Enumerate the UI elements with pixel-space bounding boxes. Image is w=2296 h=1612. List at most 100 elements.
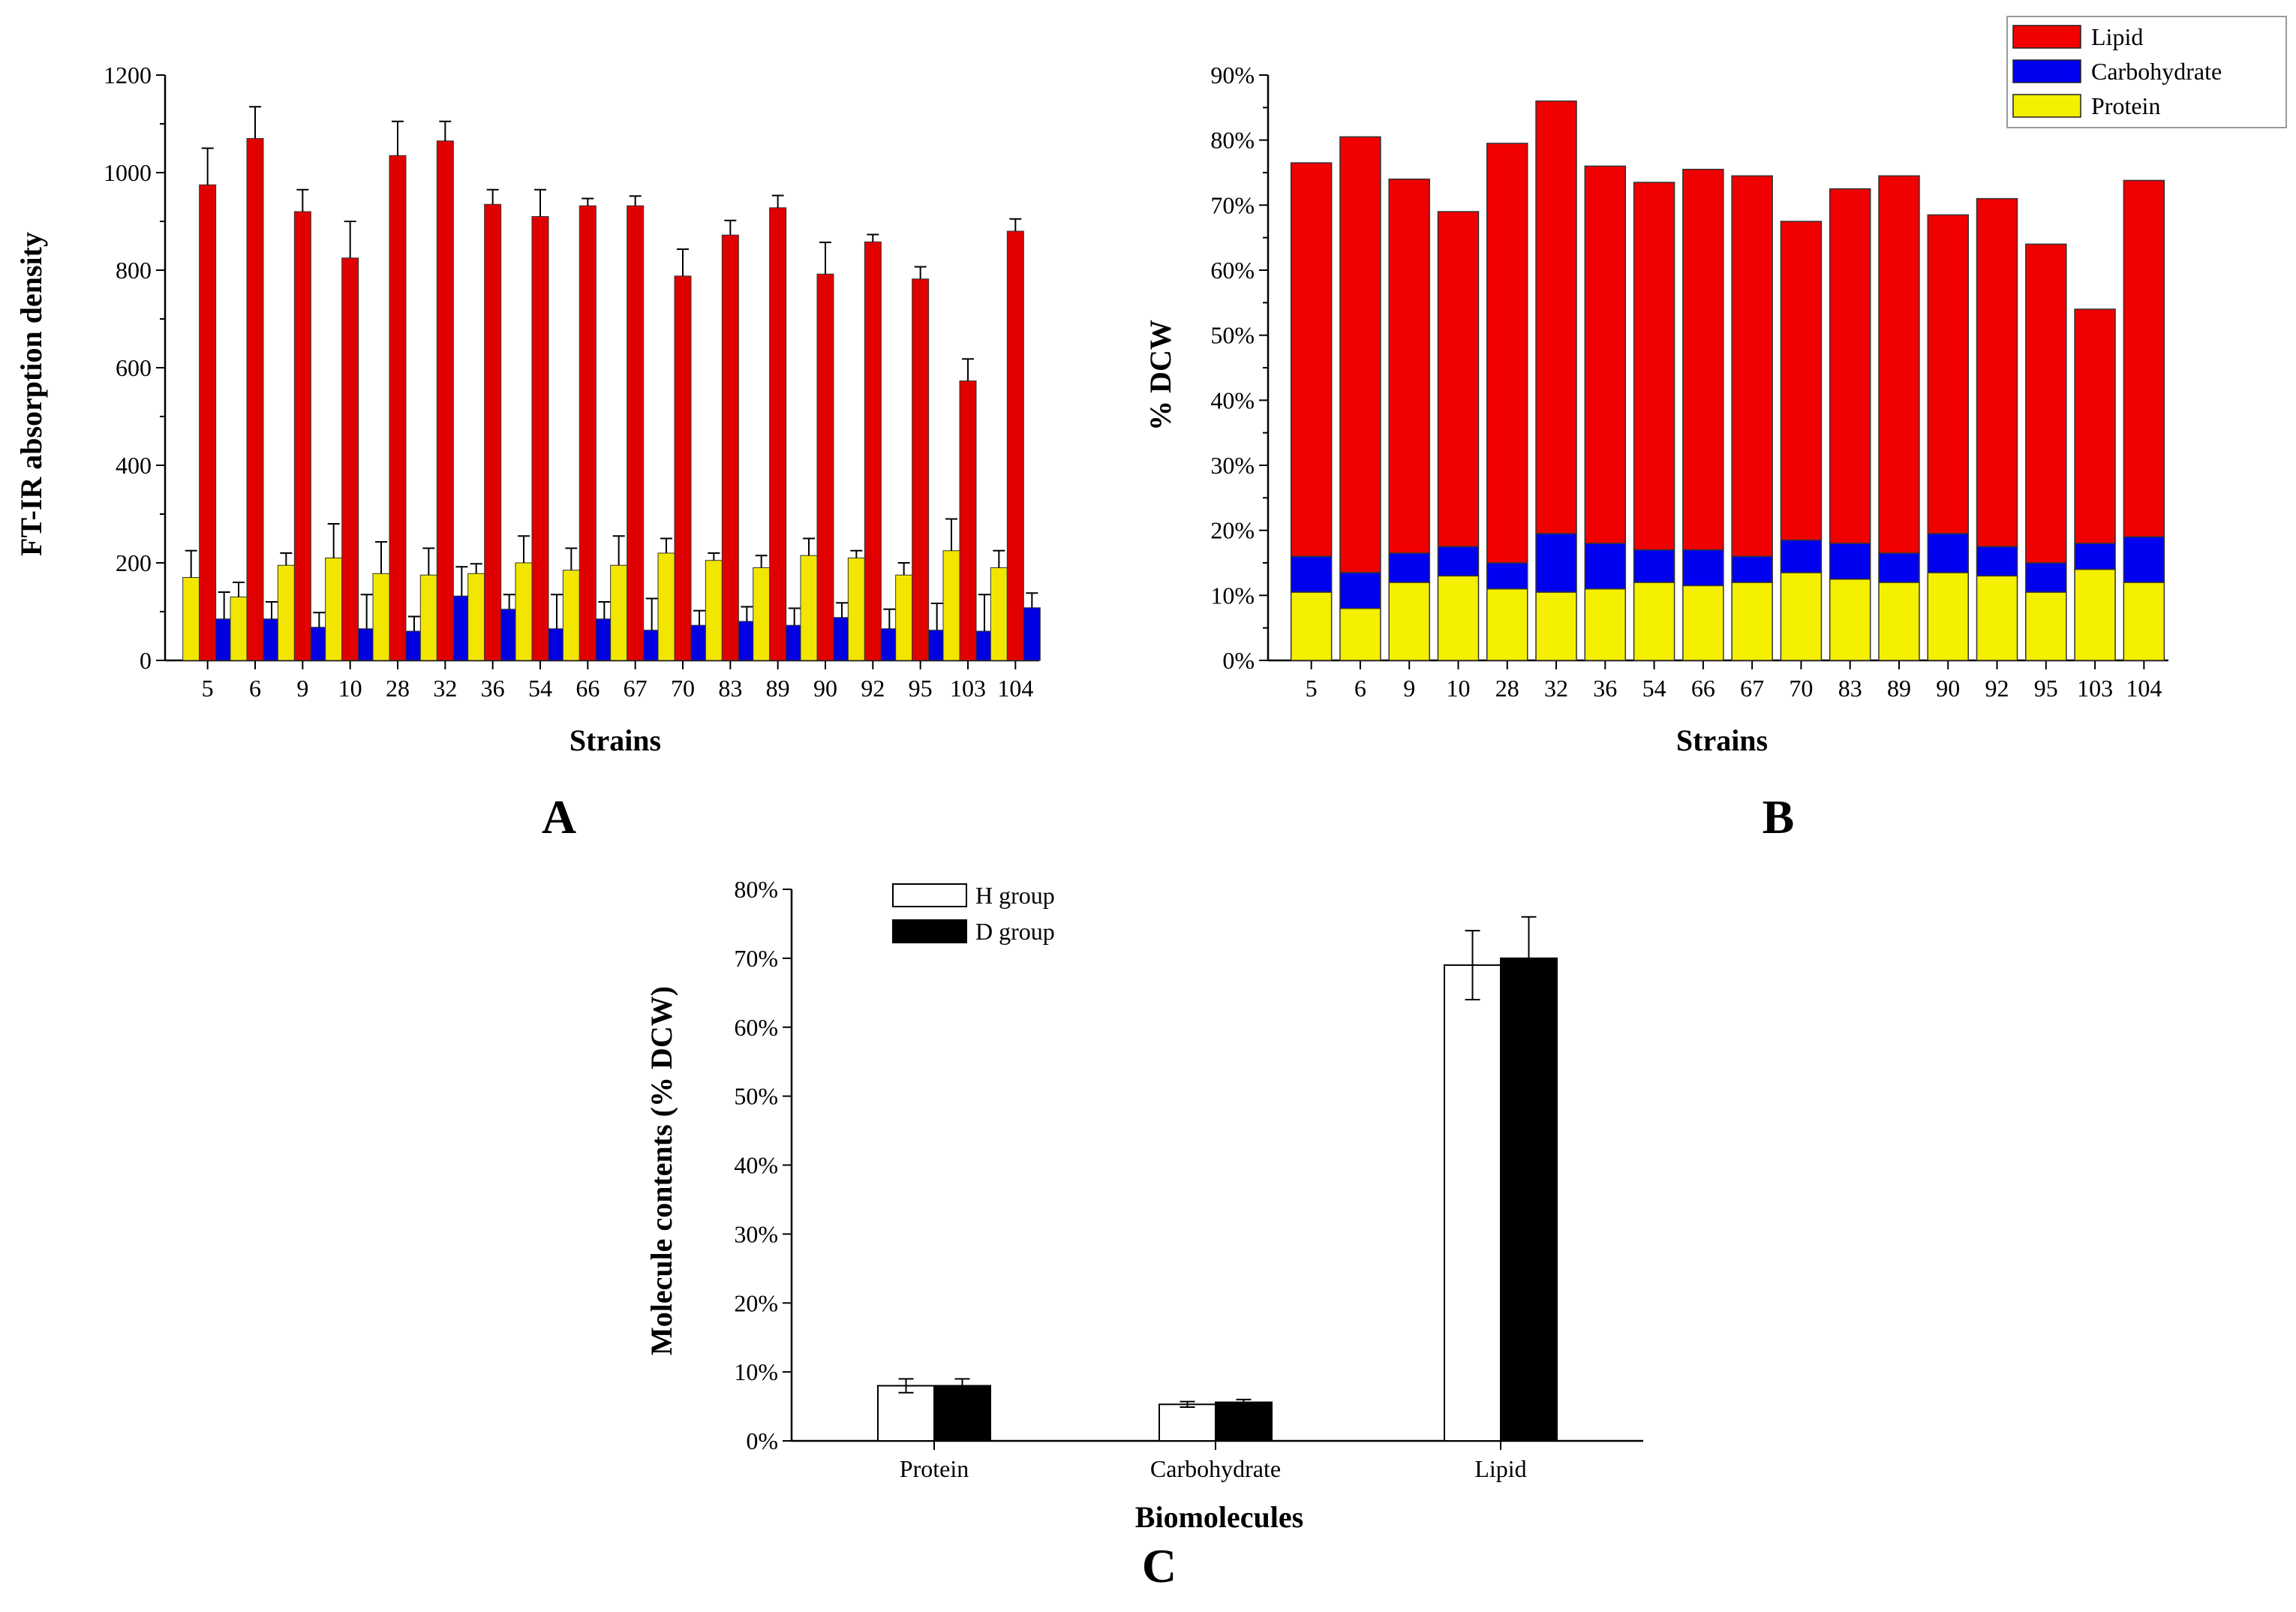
chart-a-ytick-label: 0	[140, 647, 152, 674]
chart-a-xtick-label: 54	[528, 675, 552, 702]
chart-c-ytick-label: 50%	[734, 1083, 778, 1110]
chart-b-bar-lipid	[1290, 162, 1333, 558]
chart-c-ytick-label: 80%	[734, 876, 778, 903]
chart-a-xtick-label: 66	[576, 675, 600, 702]
chart-b-xtick-label: 89	[1887, 675, 1911, 702]
chart-b-bar-lipid	[1486, 143, 1528, 564]
chart-a-bar-carbohydrate	[643, 630, 661, 661]
chart-a-bar-protein	[372, 573, 390, 661]
chart-a-bar-protein	[942, 550, 960, 661]
chart-c-ytick-label: 0%	[746, 1427, 778, 1454]
chart-a-bar-lipid	[627, 205, 645, 661]
chart-b-xtick-label: 104	[2126, 675, 2162, 702]
chart-b-bar-protein	[1486, 588, 1528, 661]
chart-a-ylabel: FT-IR absorption density	[14, 232, 48, 556]
chart-a-bar-carbohydrate	[738, 621, 756, 661]
chart-b-bar-protein	[1780, 572, 1823, 661]
chart-b-ytick-label: 40%	[1210, 386, 1255, 414]
chart-b-bar-protein	[1339, 607, 1381, 661]
chart-a-bar-lipid	[199, 184, 217, 661]
chart-b-bar-carbohydrate	[1927, 533, 1969, 573]
chart-b-bar-lipid	[1927, 214, 1969, 534]
chart-a-xtick-label: 5	[202, 675, 214, 702]
chart-b-bar-lipid	[1780, 221, 1823, 541]
chart-b-bar-lipid	[1339, 136, 1381, 573]
chart-a-bar-protein	[562, 570, 580, 661]
chart-c-legend-swatch-h-group	[892, 883, 967, 907]
chart-a-bar-carbohydrate	[595, 618, 613, 661]
chart-a-bar-lipid	[341, 257, 359, 661]
chart-a-bar-protein	[230, 597, 248, 661]
chart-a-bar-carbohydrate	[833, 617, 851, 661]
chart-a-bar-carbohydrate	[928, 630, 946, 661]
chart-a-bar-protein	[467, 573, 485, 661]
chart-b-bar-carbohydrate	[2123, 536, 2165, 583]
chart-a-xtick-label: 83	[718, 675, 742, 702]
chart-a-bar-carbohydrate	[786, 624, 804, 661]
chart-b-xtick-label: 92	[1985, 675, 2009, 702]
chart-a-ytick-label: 1000	[104, 159, 152, 186]
chart-b-bar-carbohydrate	[1633, 549, 1675, 583]
chart-a-bar-lipid	[674, 275, 692, 661]
chart-b-bar-protein	[1682, 585, 1724, 661]
chart-b-xtick-label: 10	[1446, 675, 1470, 702]
chart-a-ytick-label: 400	[116, 452, 152, 479]
chart-a-bar-lipid	[864, 241, 882, 661]
chart-b-xtick-label: 67	[1740, 675, 1764, 702]
chart-b-bar-lipid	[1682, 168, 1724, 551]
chart-a-bar-lipid	[436, 140, 454, 661]
chart-b-bar-protein	[1731, 582, 1773, 661]
chart-c-bar-d-group	[1500, 957, 1558, 1442]
chart-c-xtick-label: Carbohydrate	[1150, 1455, 1281, 1482]
chart-a-panel-label: A	[542, 790, 576, 844]
chart-a-bar-lipid	[389, 155, 407, 661]
chart-a-xtick-label: 10	[338, 675, 362, 702]
chart-b-bar-protein	[1927, 572, 1969, 661]
chart-b-ytick-label: 90%	[1210, 62, 1255, 89]
chart-c-ytick-label: 70%	[734, 945, 778, 972]
chart-c-bar-h-group	[877, 1385, 935, 1442]
chart-c-legend-swatch-d-group	[892, 919, 967, 943]
chart-b-xtick-label: 95	[2034, 675, 2058, 702]
chart-b-bar-protein	[1290, 591, 1333, 661]
chart-c-bar-h-group	[1444, 964, 1501, 1442]
chart-b-bar-carbohydrate	[1290, 555, 1333, 593]
chart-b-ytick-label: 50%	[1210, 322, 1255, 349]
chart-a-bar-protein	[419, 574, 437, 661]
chart-b-xtick-label: 5	[1306, 675, 1318, 702]
chart-a-bar-lipid	[912, 278, 930, 661]
chart-c-bar-h-group	[1159, 1403, 1216, 1442]
chart-b-bar-lipid	[1976, 197, 2018, 548]
chart-b-ytick-label: 20%	[1210, 517, 1255, 544]
chart-a-bar-lipid	[531, 216, 549, 661]
chart-b-xlabel: Strains	[1676, 723, 1768, 757]
chart-b-bar-protein	[1584, 588, 1627, 661]
chart-a-xtick-label: 32	[433, 675, 457, 702]
chart-b-bar-lipid	[1633, 182, 1675, 551]
chart-c-ytick-label: 30%	[734, 1220, 778, 1247]
chart-a-xtick-label: 28	[386, 675, 410, 702]
chart-a-bar-carbohydrate	[880, 628, 898, 661]
chart-a-bar-carbohydrate	[310, 627, 328, 661]
chart-a-bar-protein	[800, 555, 818, 661]
chart-b-bar-carbohydrate	[1731, 555, 1773, 583]
chart-b-legend-label: Lipid	[2091, 23, 2143, 50]
chart-b-bar-lipid	[1878, 175, 1920, 554]
chart-b-xtick-label: 32	[1544, 675, 1568, 702]
chart-b-xtick-label: 70	[1789, 675, 1813, 702]
chart-a-bar-protein	[753, 567, 771, 661]
chart-c-xtick-label: Protein	[900, 1455, 969, 1482]
chart-b-bar-lipid	[1731, 175, 1773, 558]
chart-a-bar-protein	[610, 564, 628, 661]
chart-b-bar-lipid	[1829, 188, 1871, 544]
chart-b-bar-carbohydrate	[2074, 543, 2116, 570]
chart-a-bar-lipid	[816, 273, 834, 661]
chart-a-bar-carbohydrate	[215, 618, 233, 661]
chart-a-bar-lipid	[484, 203, 502, 661]
chart-b-plot: 0% 10% 20% 30% 40% 50% 60% 70% 80% 90% 5 6 9 10 28 32 36…	[1210, 16, 2287, 702]
chart-a-bar-carbohydrate	[405, 630, 423, 661]
chart-b-bar-carbohydrate	[1339, 572, 1381, 609]
chart-c-ytick-label: 20%	[734, 1289, 778, 1316]
chart-b-bar-carbohydrate	[1584, 543, 1627, 590]
chart-b-bar-protein	[2025, 591, 2067, 661]
